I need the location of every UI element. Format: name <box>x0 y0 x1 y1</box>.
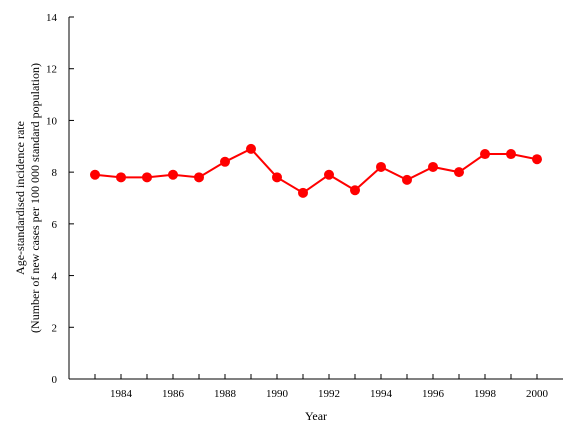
y-tick-label: 6 <box>52 219 58 231</box>
x-tick-label: 1986 <box>162 388 185 400</box>
y-tick-label: 0 <box>52 374 58 386</box>
x-tick-label: 1994 <box>370 388 393 400</box>
data-point <box>194 172 204 183</box>
y-axis-title-line-1: Age-standardised incidence rate <box>13 121 27 275</box>
data-point <box>116 172 126 183</box>
x-tick-label: 1992 <box>318 388 340 400</box>
data-point <box>376 161 386 172</box>
data-point <box>480 149 490 160</box>
data-point <box>402 174 412 185</box>
data-point <box>90 169 100 180</box>
y-tick-label: 2 <box>52 322 58 334</box>
x-tick-label: 2000 <box>526 388 549 400</box>
data-point <box>272 172 282 183</box>
data-point <box>532 154 542 165</box>
x-axis-ticks: 1984 1986 1988 1990 1992 1994 1996 1998 2000 <box>94 374 549 400</box>
x-tick-label: 1988 <box>214 388 237 400</box>
data-point <box>142 172 152 183</box>
y-axis-ticks: 0 2 4 6 8 10 12 14 <box>46 12 74 386</box>
data-point <box>428 161 438 172</box>
y-tick-label: 8 <box>52 167 58 179</box>
x-tick-label: 1984 <box>110 388 133 400</box>
data-point <box>454 167 464 178</box>
data-point <box>246 143 256 154</box>
y-tick-label: 10 <box>46 115 58 127</box>
y-axis-title: Age-standardised incidence rate (Number … <box>13 63 42 333</box>
x-tick-label: 1998 <box>474 388 497 400</box>
y-tick-label: 12 <box>46 64 57 76</box>
y-tick-label: 14 <box>46 12 58 24</box>
data-point <box>220 156 230 167</box>
x-axis-title: Year <box>305 409 327 423</box>
data-point <box>350 185 360 196</box>
y-tick-label: 4 <box>52 271 58 283</box>
series-group <box>90 143 542 198</box>
data-point <box>506 149 516 160</box>
x-tick-label: 1990 <box>266 388 289 400</box>
data-point <box>298 187 308 198</box>
x-tick-label: 1996 <box>422 388 445 400</box>
data-point <box>168 169 178 180</box>
series-line <box>94 147 538 195</box>
y-axis-title-line-2: (Number of new cases per 100 000 standar… <box>28 63 42 333</box>
data-point <box>324 169 334 180</box>
